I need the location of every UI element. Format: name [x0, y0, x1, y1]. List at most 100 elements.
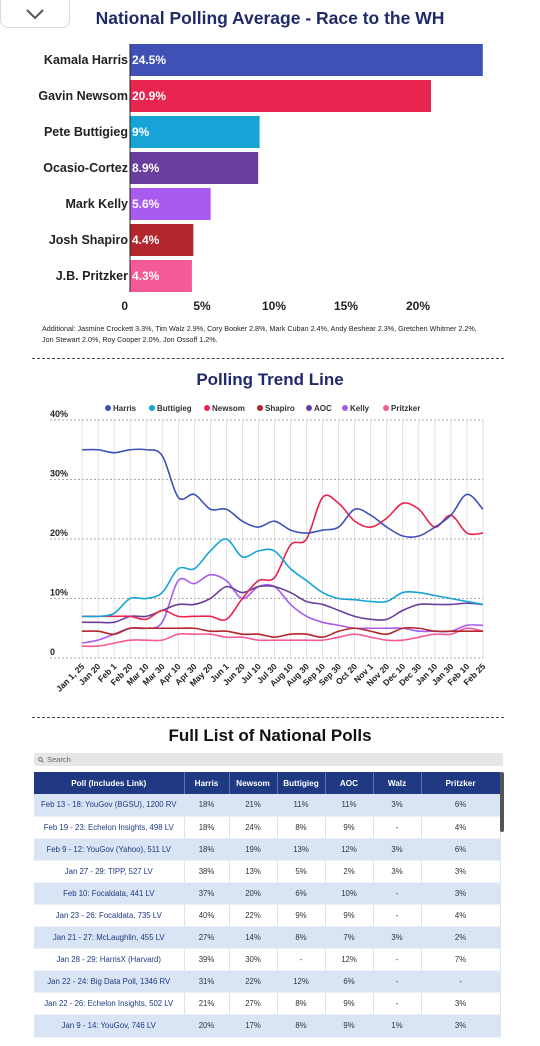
- table-row: Feb 13 - 18: YouGov (BGSU), 1200 RV 18% 21…: [34, 794, 501, 817]
- section-divider: [32, 358, 504, 359]
- column-header[interactable]: Buttigieg: [277, 772, 326, 794]
- series-line: [81, 573, 484, 644]
- table-cell: 7%: [325, 926, 374, 950]
- table-cell: 39%: [184, 948, 230, 972]
- bar: [130, 224, 194, 256]
- table-cell: 3%: [373, 926, 422, 950]
- table-cell: 4%: [421, 904, 501, 928]
- table-cell: 30%: [229, 948, 278, 972]
- y-tick-label: 40%: [50, 409, 68, 419]
- table-scrollbar[interactable]: [500, 772, 504, 832]
- bar: [130, 116, 260, 148]
- table-cell: 3%: [421, 1014, 501, 1038]
- table-cell: 27%: [229, 992, 278, 1016]
- table-cell: 3%: [421, 860, 501, 883]
- table-cell: 6%: [421, 838, 501, 861]
- series-line: [81, 627, 484, 648]
- table-cell: 37%: [184, 882, 230, 905]
- bar-category-label: Mark Kelly: [65, 197, 128, 211]
- search-placeholder: Search: [47, 755, 71, 764]
- table-cell: 19%: [229, 838, 278, 861]
- poll-link[interactable]: Jan 27 - 29: TIPP, 527 LV: [34, 860, 185, 883]
- table-cell: 22%: [229, 970, 278, 994]
- poll-link[interactable]: Jan 23 - 26: Focaldata, 735 LV: [34, 904, 185, 928]
- table-cell: 8%: [277, 992, 326, 1016]
- column-header[interactable]: Newsom: [229, 772, 278, 794]
- table-cell: 6%: [421, 794, 501, 817]
- legend-label: Pritzker: [391, 404, 420, 413]
- poll-link[interactable]: Feb 9 - 12: YouGov (Yahoo), 511 LV: [34, 838, 185, 861]
- table-cell: 3%: [421, 992, 501, 1016]
- x-tick-label: 10%: [262, 299, 286, 313]
- poll-link[interactable]: Jan 22 - 26: Echelon Insights, 502 LV: [34, 992, 185, 1016]
- poll-link[interactable]: Feb 19 - 23: Echelon Insights, 498 LV: [34, 816, 185, 839]
- x-tick-label: 0: [121, 299, 128, 313]
- bar-value-label: 9%: [132, 125, 150, 139]
- table-cell: -: [373, 992, 422, 1016]
- poll-link[interactable]: Feb 13 - 18: YouGov (BGSU), 1200 RV: [34, 794, 185, 817]
- column-header[interactable]: Pritzker: [421, 772, 501, 794]
- table-row: Jan 21 - 27: McLaughlin, 455 LV 27% 14% 8% 7…: [34, 926, 501, 950]
- table-cell: -: [373, 948, 422, 972]
- column-header[interactable]: Poll (Includes Link): [34, 772, 185, 794]
- trend-chart-title: Polling Trend Line: [196, 370, 344, 389]
- table-cell: 20%: [229, 882, 278, 905]
- x-tick-label: 20%: [406, 299, 430, 313]
- table-row: Jan 9 - 14: YouGov, 746 LV 20% 17% 8% 9% 1% 3%: [34, 1014, 501, 1038]
- column-header[interactable]: Harris: [184, 772, 230, 794]
- polls-table: Poll (Includes Link) Harris Newsom Buttigie…: [34, 772, 501, 1038]
- y-tick-label: 20%: [50, 528, 68, 538]
- bar-chart: Kamala Harris 24.5% Gavin Newsom 20.9% Pete …: [38, 44, 483, 313]
- poll-link[interactable]: Jan 28 - 29: HarrisX (Harvard): [34, 948, 185, 972]
- series-line: [81, 585, 484, 624]
- table-cell: 3%: [373, 794, 422, 817]
- bar-category-label: J.B. Pritzker: [56, 269, 128, 283]
- table-cell: -: [373, 970, 422, 994]
- bar-value-label: 20.9%: [132, 89, 166, 103]
- table-cell: 40%: [184, 904, 230, 928]
- bar: [130, 260, 192, 292]
- poll-link[interactable]: Jan 21 - 27: McLaughlin, 455 LV: [34, 926, 185, 950]
- table-cell: 9%: [325, 904, 374, 928]
- table-cell: 14%: [229, 926, 278, 950]
- x-tick-label: 15%: [334, 299, 358, 313]
- legend-marker: [204, 405, 210, 411]
- column-header[interactable]: Walz: [373, 772, 422, 794]
- table-cell: 9%: [277, 904, 326, 928]
- bar: [130, 44, 483, 76]
- table-cell: 8%: [277, 1014, 326, 1038]
- y-tick-label: 0: [50, 647, 55, 657]
- table-cell: 3%: [373, 860, 422, 883]
- collapse-toggle[interactable]: [0, 0, 70, 28]
- table-cell: 13%: [229, 860, 278, 883]
- x-tick-label: 5%: [193, 299, 211, 313]
- legend-label: Harris: [113, 404, 137, 413]
- table-cell: 6%: [325, 970, 374, 994]
- legend-label: Shapiro: [265, 404, 295, 413]
- bar-value-label: 4.4%: [132, 233, 160, 247]
- bar-category-label: Kamala Harris: [44, 53, 128, 67]
- column-header[interactable]: AOC: [325, 772, 374, 794]
- table-cell: 7%: [421, 948, 501, 972]
- series-line: [81, 626, 483, 639]
- series-line: [81, 494, 484, 621]
- y-tick-label: 30%: [50, 469, 68, 479]
- table-cell: 12%: [277, 970, 326, 994]
- poll-link[interactable]: Feb 10: Focaldata, 441 LV: [34, 882, 185, 905]
- table-cell: 12%: [325, 838, 374, 861]
- table-cell: 13%: [277, 838, 326, 861]
- table-cell: 24%: [229, 816, 278, 839]
- poll-link[interactable]: Jan 22 - 24: Big Data Poll, 1346 RV: [34, 970, 185, 994]
- table-row: Feb 10: Focaldata, 441 LV 37% 20% 6% 10% -3%: [34, 882, 501, 905]
- table-cell: -: [373, 882, 422, 905]
- bar-value-label: 24.5%: [132, 53, 166, 67]
- bar-category-label: Ocasio-Cortez: [43, 161, 128, 175]
- search-input[interactable]: Search: [34, 753, 503, 766]
- legend-marker: [257, 405, 263, 411]
- table-row: Jan 27 - 29: TIPP, 527 LV 38% 13% 5% 2% 3% 3%: [34, 860, 501, 883]
- table-cell: 9%: [325, 1014, 374, 1038]
- table-cell: 21%: [229, 794, 278, 817]
- legend-marker: [149, 405, 155, 411]
- poll-link[interactable]: Jan 9 - 14: YouGov, 746 LV: [34, 1014, 185, 1038]
- table-cell: 18%: [184, 794, 230, 817]
